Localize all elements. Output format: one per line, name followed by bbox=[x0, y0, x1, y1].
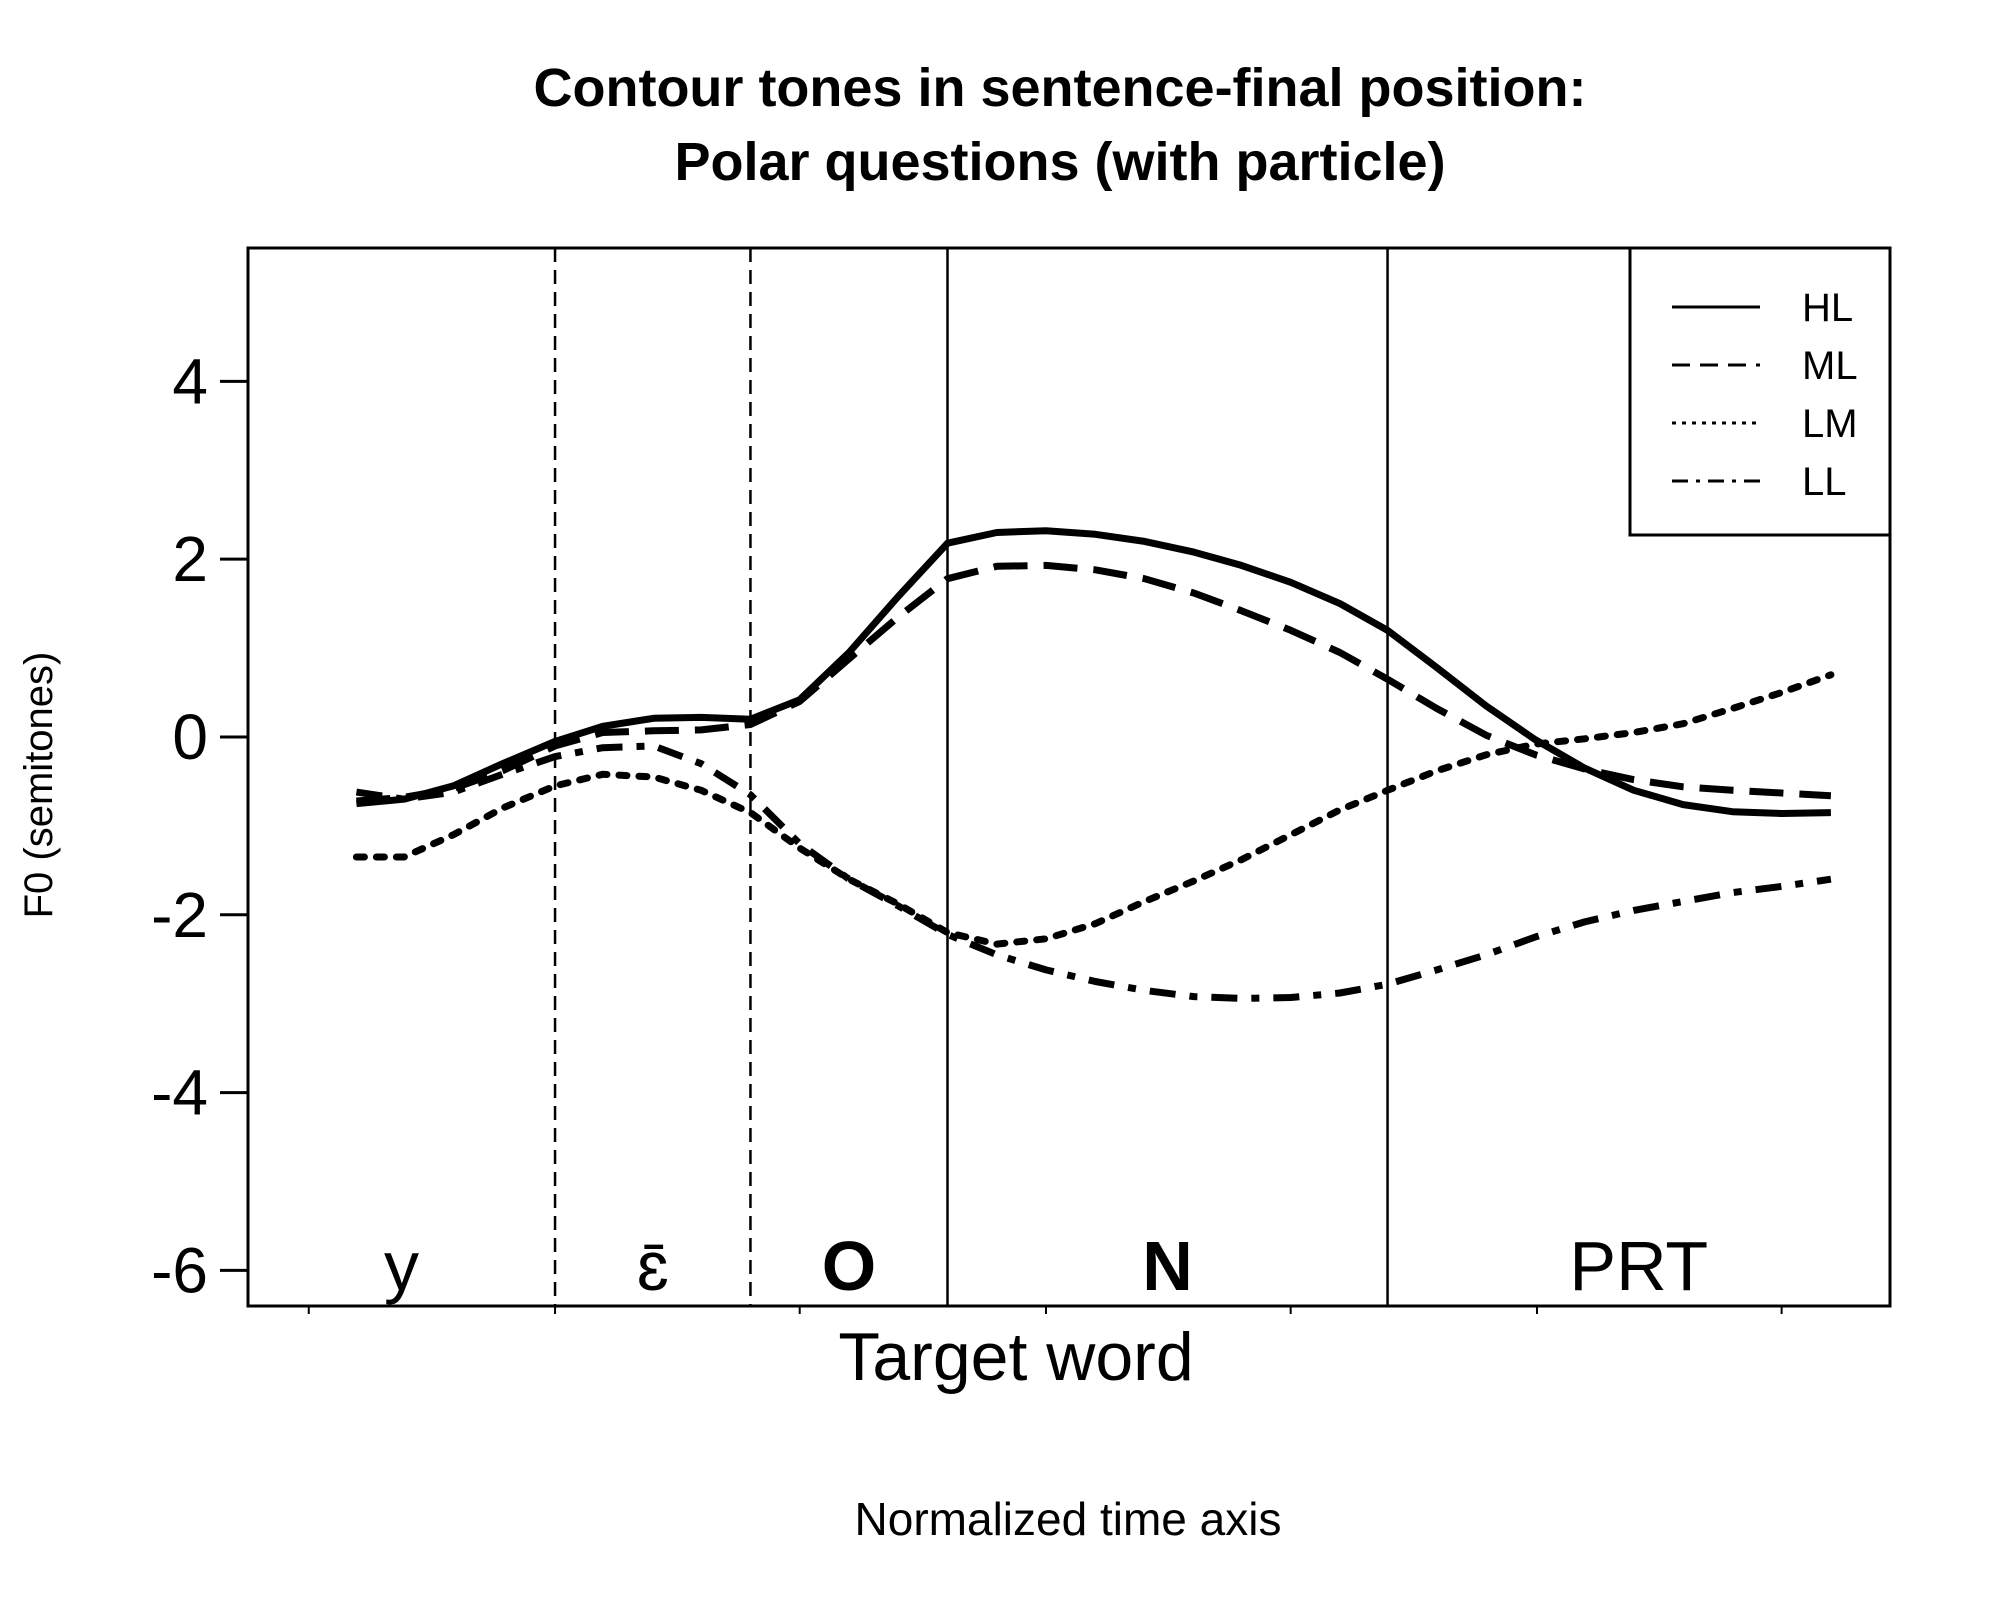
x-axis-label: Target word bbox=[838, 1319, 1193, 1395]
segment-label-5: PRT bbox=[1569, 1227, 1708, 1305]
x-axis-secondary-label: Normalized time axis bbox=[855, 1493, 1282, 1545]
x-axis bbox=[307, 1306, 1783, 1314]
series-line-ll bbox=[355, 742, 1832, 1002]
legend: HL ML LM LL bbox=[1628, 246, 1892, 537]
series-line-lm bbox=[352, 671, 1835, 948]
y-tick-label: 4 bbox=[172, 345, 208, 417]
series-group bbox=[352, 527, 1835, 1002]
segment-boundaries bbox=[553, 248, 1389, 1306]
segment-label-4: N bbox=[1142, 1227, 1193, 1305]
y-axis: 4 2 0 -2 -4 -6 bbox=[151, 345, 248, 1306]
legend-label-lm: LM bbox=[1802, 402, 1858, 446]
chart-title-line1: Contour tones in sentence-final position… bbox=[534, 58, 1587, 118]
segment-labels: y ɛ̄ O N PRT bbox=[384, 1227, 1708, 1305]
segment-label-1: y bbox=[384, 1227, 419, 1305]
legend-label-ml: ML bbox=[1802, 344, 1858, 388]
legend-label-ll: LL bbox=[1802, 460, 1847, 504]
plot-frame bbox=[246, 246, 1892, 1308]
y-tick-label: 2 bbox=[172, 523, 208, 595]
legend-label-hl: HL bbox=[1802, 286, 1853, 330]
legend-box bbox=[1628, 246, 1892, 537]
y-tick-label: 0 bbox=[172, 701, 208, 773]
y-axis-label: F0 (semitones) bbox=[17, 652, 61, 919]
segment-label-3: O bbox=[822, 1227, 876, 1305]
y-tick-label: -2 bbox=[151, 879, 208, 951]
chart-title-line2: Polar questions (with particle) bbox=[674, 132, 1445, 192]
segment-label-2: ɛ̄ bbox=[637, 1227, 669, 1305]
y-tick-label: -4 bbox=[151, 1057, 208, 1129]
y-tick-label: -6 bbox=[151, 1234, 208, 1306]
series-line-ml bbox=[356, 561, 1832, 805]
